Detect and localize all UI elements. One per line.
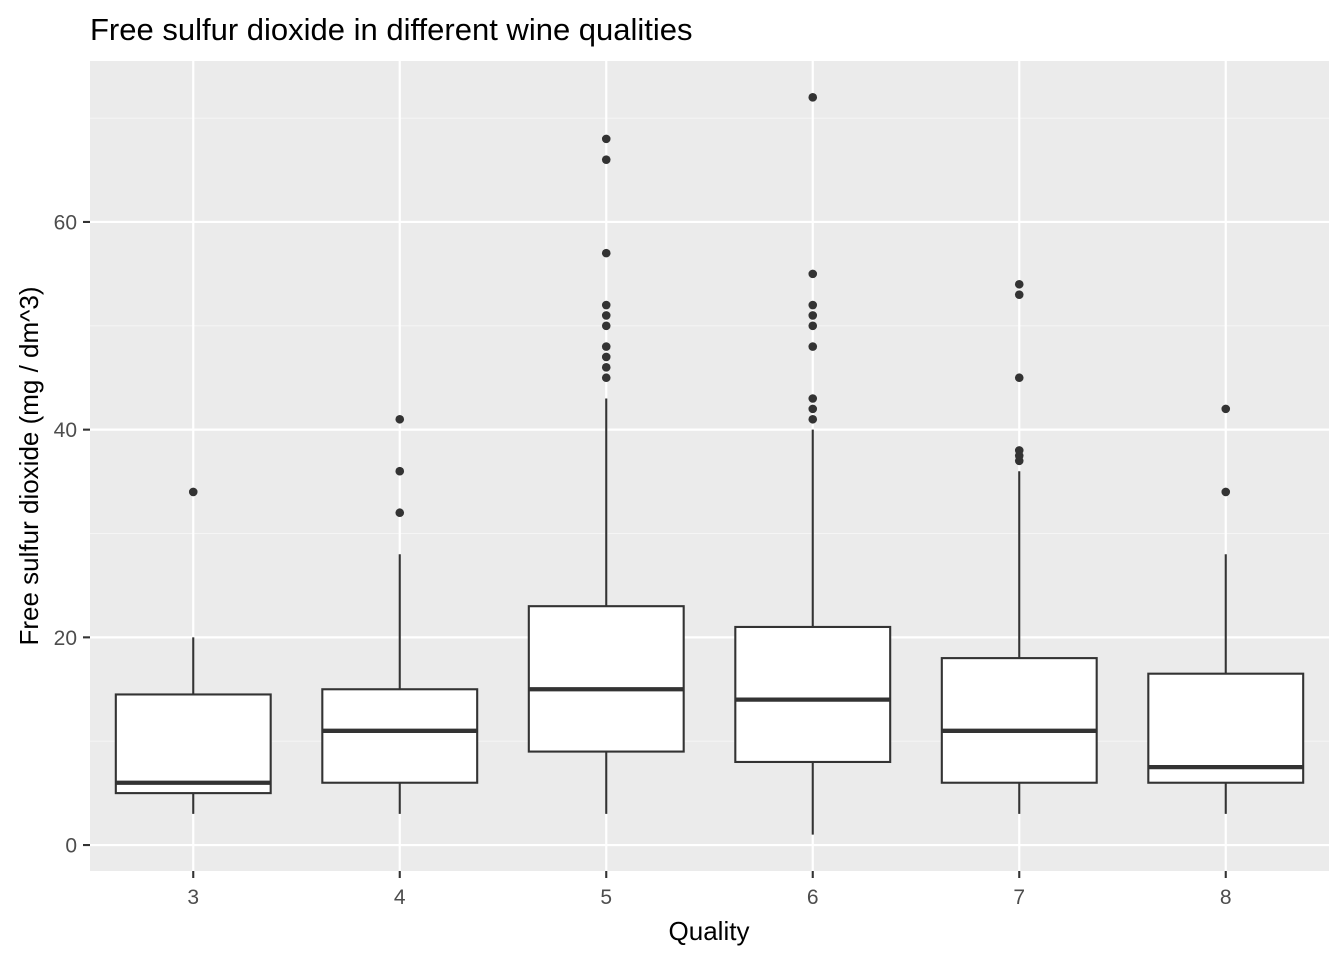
outlier-point	[601, 321, 611, 331]
outlier-point	[601, 373, 611, 383]
outlier-point	[1014, 279, 1024, 289]
box-group-quality-5	[527, 134, 685, 814]
box	[734, 625, 892, 764]
outlier-point	[808, 311, 818, 320]
box-group-quality-4	[321, 414, 479, 814]
x-axis-title: Quality	[669, 916, 750, 946]
box	[940, 657, 1098, 784]
box-group-quality-8	[1147, 404, 1305, 814]
outlier-point	[395, 414, 405, 424]
x-tick-label: 8	[1220, 886, 1232, 909]
outlier-point	[808, 414, 818, 424]
outlier-point	[188, 487, 198, 497]
outlier-point	[808, 93, 818, 102]
outlier-point	[395, 466, 405, 476]
outlier-point	[1221, 404, 1231, 414]
y-tick-label: 0	[65, 835, 77, 858]
outlier-point	[808, 300, 818, 310]
y-tick-label: 40	[54, 419, 77, 442]
outlier-point	[808, 394, 818, 403]
x-tick-label: 5	[600, 886, 612, 909]
outlier-point	[1014, 446, 1024, 455]
axis-layer: 0 20 40 60 3 4 5 6 7 8	[54, 211, 1232, 909]
x-tick-label: 4	[394, 886, 406, 909]
x-tick-label: 7	[1013, 886, 1025, 909]
outlier-point	[808, 342, 818, 351]
outlier-point	[808, 269, 818, 279]
outlier-point	[1221, 487, 1231, 497]
outlier-point	[601, 311, 611, 320]
outlier-point	[601, 352, 611, 362]
chart-title: Free sulfur dioxide in different wine qu…	[90, 12, 693, 47]
box	[114, 693, 272, 795]
x-tick-label: 3	[187, 886, 199, 909]
outlier-point	[1014, 373, 1024, 383]
box	[321, 688, 479, 784]
box-group-quality-3	[114, 487, 272, 814]
box	[527, 605, 685, 753]
box-group-quality-6	[734, 93, 892, 835]
y-tick-label: 60	[54, 211, 77, 234]
outlier-point	[601, 248, 611, 258]
outlier-point	[395, 508, 405, 518]
outlier-point	[808, 321, 818, 331]
plot-panel	[90, 61, 1329, 871]
outlier-point	[601, 155, 611, 164]
outlier-point	[601, 342, 611, 351]
x-tick-label: 6	[807, 886, 819, 909]
y-tick-label: 20	[54, 627, 77, 650]
outlier-point	[808, 404, 818, 414]
box-group-quality-7	[940, 279, 1098, 814]
outlier-point	[601, 134, 611, 144]
outlier-point	[601, 363, 611, 372]
outlier-point	[1014, 290, 1024, 299]
box-layer	[114, 93, 1305, 835]
outlier-point	[601, 300, 611, 310]
box	[1147, 672, 1305, 784]
y-axis-title: Free sulfur dioxide (mg / dm^3)	[14, 287, 44, 646]
